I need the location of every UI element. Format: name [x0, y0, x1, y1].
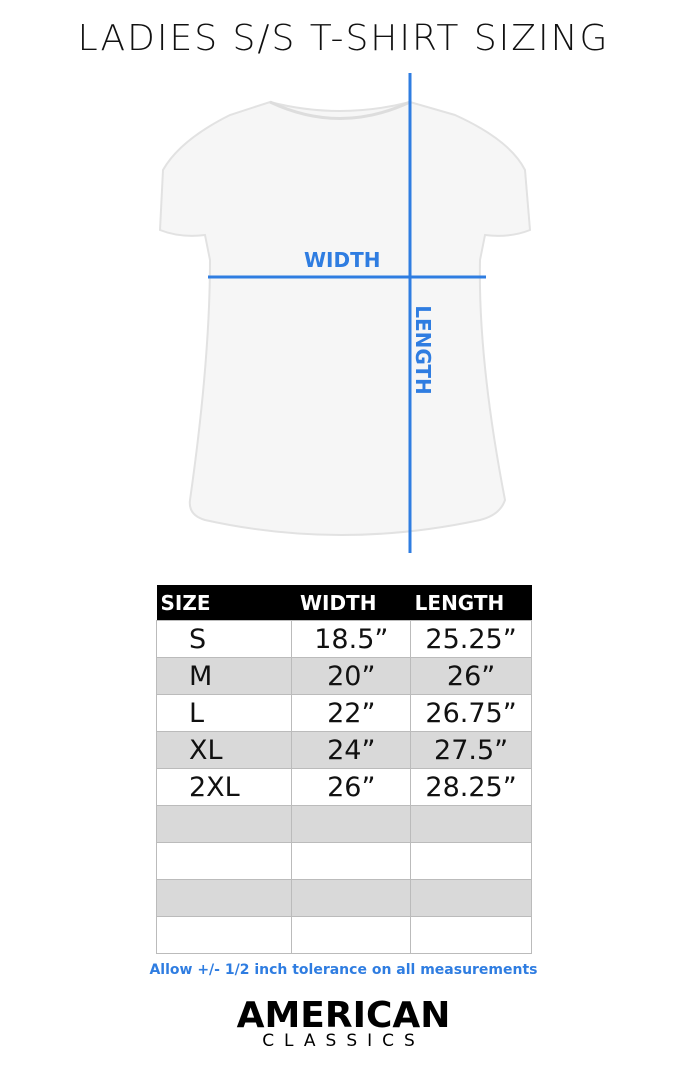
size-cell: [155, 842, 293, 880]
width-cell: 20”: [291, 657, 412, 695]
table-header: SIZE WIDTH LENGTH: [156, 585, 532, 621]
tolerance-note: Allow +/- 1/2 inch tolerance on all meas…: [149, 962, 538, 978]
table-row: [155, 916, 532, 954]
length-cell: [410, 916, 532, 954]
size-cell: S: [155, 620, 293, 658]
logo-classics: CLASSICS: [262, 1031, 425, 1051]
width-cell: 26”: [291, 768, 412, 806]
width-cell: [291, 916, 412, 954]
page-title: LADIES S/S T-SHIRT SIZING: [77, 18, 610, 59]
length-cell: 28.25”: [410, 768, 532, 806]
length-cell: [410, 879, 532, 917]
size-cell: [155, 879, 293, 917]
length-cell: 26”: [410, 657, 532, 695]
header-length: LENGTH: [410, 585, 532, 621]
size-cell: 2XL: [155, 768, 293, 806]
width-cell: [291, 842, 412, 880]
header-width: WIDTH: [291, 585, 411, 621]
table-row: M 20” 26”: [155, 657, 532, 695]
size-cell: L: [155, 694, 293, 732]
length-cell: 25.25”: [410, 620, 532, 658]
width-cell: 18.5”: [291, 620, 412, 658]
table-row: [155, 842, 532, 880]
table-row: [155, 879, 532, 917]
header-size: SIZE: [156, 585, 292, 621]
length-cell: 26.75”: [410, 694, 532, 732]
size-cell: M: [155, 657, 293, 695]
table-row: S 18.5” 25.25”: [155, 620, 532, 658]
size-cell: [155, 916, 293, 954]
width-cell: [291, 805, 412, 843]
length-label: LENGTH: [410, 305, 435, 395]
table-row: 2XL 26” 28.25”: [155, 768, 532, 806]
width-cell: 22”: [291, 694, 412, 732]
size-table: SIZE WIDTH LENGTH S 18.5” 25.25” M 20” 26” L 22…: [155, 585, 532, 954]
table-row: XL 24” 27.5”: [155, 731, 532, 769]
width-cell: [291, 879, 412, 917]
length-cell: [410, 805, 532, 843]
table-row: L 22” 26.75”: [155, 694, 532, 732]
width-cell: 24”: [291, 731, 412, 769]
tshirt-image: [158, 100, 532, 536]
size-cell: XL: [155, 731, 293, 769]
logo-american: AMERICAN: [236, 995, 451, 1036]
width-label: WIDTH: [304, 248, 381, 272]
tshirt-diagram: [158, 73, 532, 553]
table-row: [155, 805, 532, 843]
size-cell: [155, 805, 293, 843]
length-cell: [410, 842, 532, 880]
length-cell: 27.5”: [410, 731, 532, 769]
